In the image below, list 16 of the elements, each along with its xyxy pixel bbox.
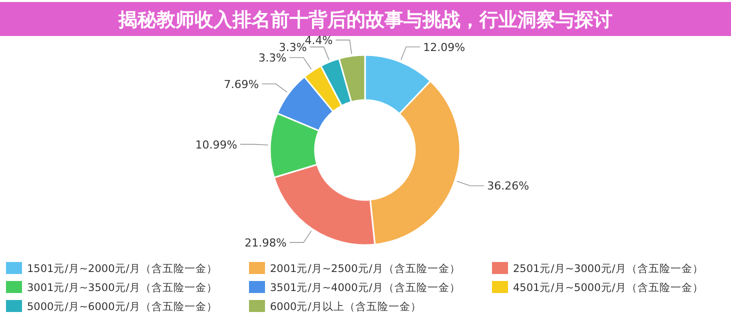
legend-label: 3501元/月~4000元/月（含五险一金） <box>270 281 460 294</box>
legend-label: 5000元/月~6000元/月（含五险一金） <box>27 300 218 313</box>
legend-label: 4501元/月~5000元/月（含五险一金） <box>513 281 704 294</box>
legend-label: 2001元/月~2500元/月（含五险一金） <box>270 262 460 275</box>
legend-label: 6000元/月以上（含五险一金） <box>270 300 422 313</box>
data-label: 36.26% <box>487 180 530 193</box>
legend-label: 2501元/月~3000元/月（含五险一金） <box>513 262 704 275</box>
data-label: 21.98% <box>244 236 287 250</box>
data-label: 4.4% <box>304 34 333 48</box>
legend-label: 1501元/月~2000元/月（含五险一金） <box>27 262 218 275</box>
data-label: 12.09% <box>423 40 466 54</box>
legend-label: 3001元/月~3500元/月（含五险一金） <box>27 281 218 294</box>
chart-title: 揭秘教师收入排名前十背后的故事与挑战，行业洞察与探讨 <box>118 9 612 31</box>
data-label: 3.3% <box>258 52 286 65</box>
data-label: 10.99% <box>195 138 238 152</box>
data-label: 7.69% <box>224 78 259 91</box>
